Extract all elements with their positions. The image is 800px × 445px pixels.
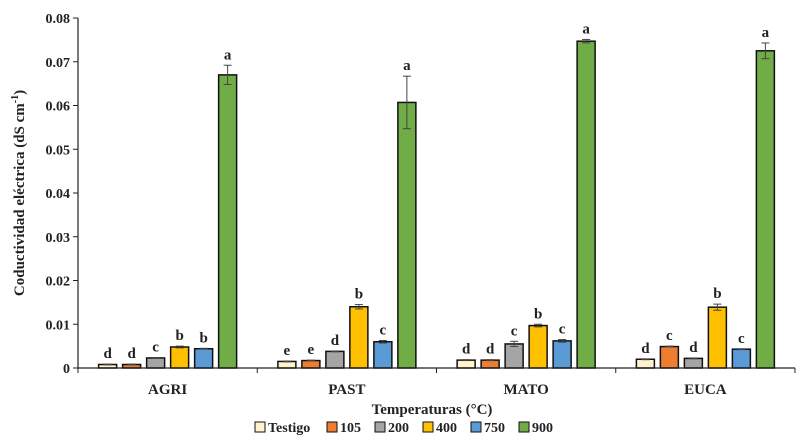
legend-label: Testigo bbox=[268, 421, 310, 436]
y-tick-label: 0.02 bbox=[46, 275, 71, 290]
significance-letter: d bbox=[127, 346, 136, 362]
bar-testigo bbox=[277, 360, 297, 369]
significance-letter: b bbox=[199, 330, 207, 346]
bar-900 bbox=[755, 50, 776, 369]
bar-200 bbox=[504, 343, 524, 369]
y-tick-label: 0.04 bbox=[46, 187, 71, 202]
significance-letter: c bbox=[666, 328, 673, 344]
bar-750 bbox=[373, 341, 393, 369]
y-tick-label: 0.03 bbox=[46, 231, 71, 246]
y-tick-label: 0.06 bbox=[46, 100, 71, 115]
x-tick-label: PAST bbox=[328, 382, 365, 398]
significance-letter: a bbox=[403, 58, 411, 74]
significance-letter: c bbox=[559, 322, 566, 338]
legend-swatch-105 bbox=[326, 421, 338, 433]
x-axis-title: Temperaturas (°C) bbox=[372, 402, 493, 418]
significance-letter: d bbox=[462, 342, 471, 358]
bar-900 bbox=[576, 40, 596, 369]
significance-letter: d bbox=[641, 341, 650, 357]
y-tick-label: 0.08 bbox=[46, 12, 71, 27]
y-tick-label: 0.07 bbox=[46, 56, 71, 71]
significance-letter: d bbox=[689, 340, 698, 356]
x-tick-label: EUCA bbox=[684, 382, 727, 398]
bar-400 bbox=[528, 324, 548, 369]
significance-letter: a bbox=[762, 25, 770, 41]
legend-swatch-testigo bbox=[254, 421, 266, 433]
legend-label: 200 bbox=[388, 421, 409, 436]
legend-swatch-200 bbox=[374, 421, 386, 433]
significance-letter: a bbox=[224, 47, 232, 63]
significance-letter: b bbox=[713, 286, 721, 302]
significance-letter: e bbox=[284, 343, 291, 359]
bar-200 bbox=[683, 357, 704, 369]
bar-105 bbox=[301, 359, 321, 369]
y-tick-label: 0 bbox=[63, 362, 70, 377]
x-tick-label: AGRI bbox=[148, 382, 187, 398]
y-tick-label: 0.01 bbox=[46, 318, 71, 333]
significance-letter: d bbox=[331, 333, 340, 349]
significance-letter: c bbox=[738, 331, 745, 347]
y-axis-title-main: Coductividad eléctrica (dS cm bbox=[12, 103, 28, 296]
bar-750 bbox=[731, 348, 752, 369]
bar-200 bbox=[325, 350, 345, 369]
y-axis-title-sup: -1 bbox=[10, 95, 21, 103]
significance-letter: b bbox=[534, 306, 542, 322]
bar-400 bbox=[349, 306, 369, 369]
bar-105 bbox=[659, 345, 680, 369]
y-axis-ticks: 0 0.01 0.02 0.03 0.04 0.05 0.06 0.07 0.08 bbox=[46, 12, 78, 377]
significance-letter: b bbox=[175, 328, 183, 344]
significance-letter: d bbox=[486, 342, 495, 358]
significance-letter: a bbox=[582, 21, 590, 37]
legend-swatch-400 bbox=[422, 421, 434, 433]
legend-swatch-900 bbox=[518, 421, 530, 433]
bar-900 bbox=[397, 101, 417, 369]
significance-letter: c bbox=[380, 322, 387, 338]
bar-900 bbox=[217, 74, 238, 369]
x-tick-label: MATO bbox=[503, 382, 548, 398]
axes: AGRI PAST MATO EUCA bbox=[77, 18, 796, 398]
legend-swatch-750 bbox=[470, 421, 482, 433]
bar-105 bbox=[480, 359, 500, 369]
significance-letter: b bbox=[355, 287, 363, 303]
legend-label: 750 bbox=[484, 421, 505, 436]
significance-letter: e bbox=[308, 342, 315, 358]
bar-400 bbox=[707, 306, 728, 369]
bar-750 bbox=[552, 340, 572, 369]
significance-letter: d bbox=[103, 346, 112, 362]
legend-label: 105 bbox=[340, 421, 361, 436]
bar-750 bbox=[193, 348, 214, 369]
bar-testigo bbox=[456, 359, 476, 369]
y-axis-title: Coductividad eléctrica (dS cm-1) bbox=[10, 90, 28, 296]
bar-200 bbox=[145, 357, 166, 369]
bar-400 bbox=[169, 346, 190, 369]
y-tick-label: 0.05 bbox=[46, 143, 71, 158]
y-axis-title-close: ) bbox=[12, 90, 28, 95]
legend-label: 400 bbox=[436, 421, 457, 436]
bar-testigo bbox=[635, 358, 656, 369]
significance-letter: c bbox=[511, 323, 518, 339]
legend: Testigo 105 200 400 750 900 bbox=[254, 421, 553, 436]
legend-label: 900 bbox=[532, 421, 553, 436]
significance-letter: c bbox=[152, 340, 159, 356]
